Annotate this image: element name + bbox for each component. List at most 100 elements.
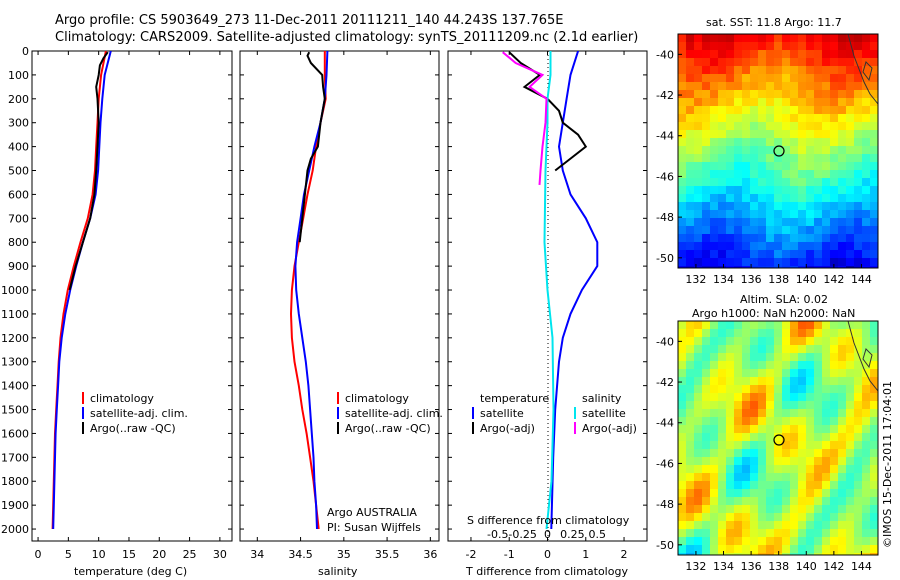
sla-map-cell (830, 321, 839, 330)
sst-map-cell (726, 250, 735, 259)
sla-map-cell (870, 353, 878, 362)
sst-map-cell (774, 154, 783, 163)
sla-map-cell (694, 513, 703, 522)
sst-map-cell (734, 170, 743, 179)
sst-map-cell (806, 186, 815, 195)
sst-map-cell (854, 154, 863, 163)
sst-map-cell (742, 122, 751, 131)
sla-map-cell (806, 481, 815, 490)
sst-map-cell (854, 178, 863, 187)
sst-map-cell (718, 34, 727, 43)
sst-map-cell (774, 34, 783, 43)
sla-map-cell (870, 521, 878, 530)
sla-map-cell (830, 393, 839, 402)
sst-map-cell (806, 34, 815, 43)
sla-map-cell (710, 377, 719, 386)
sla-map-cell (742, 417, 751, 426)
sst-map-cell (862, 146, 871, 155)
sla-map-cell (726, 457, 735, 466)
sla-map-cell (806, 377, 815, 386)
sst-map-cell (774, 42, 783, 51)
sst-map-cell (742, 210, 751, 219)
sla-map-cell (734, 497, 743, 506)
sst-map-coastline (847, 34, 878, 105)
sla-map-cell (846, 497, 855, 506)
sla-map-cell (686, 505, 695, 514)
sla-map-cell (862, 489, 871, 498)
sla-map-cell (822, 481, 831, 490)
sla-map-cell (750, 345, 759, 354)
sla-map-cell (702, 401, 711, 410)
sst-map-cell (686, 106, 695, 115)
sst-map-cell (686, 58, 695, 67)
sst-map-cell (758, 266, 767, 268)
sst-map-cell (710, 250, 719, 259)
sst-map-cell (694, 162, 703, 171)
sla-map-cell (766, 505, 775, 514)
sla-map-cell (870, 537, 878, 546)
sst-map-cell (846, 90, 855, 99)
sst-map-cell (838, 194, 847, 203)
sst-map-cell (750, 266, 759, 268)
sst-map-cell (678, 106, 687, 115)
sst-map-cell (750, 122, 759, 131)
sst-map-cell (742, 90, 751, 99)
sst-map-cell (694, 50, 703, 59)
sla-map-cell (678, 337, 687, 346)
sla-map-cell (822, 465, 831, 474)
temperature-legend: climatology satellite-adj. clim. Argo(..… (82, 392, 188, 435)
sla-map-cell (710, 417, 719, 426)
sla-map-cell (830, 465, 839, 474)
sst-map-cell (790, 194, 799, 203)
sla-map-cell (822, 457, 831, 466)
sst-map-cell (846, 178, 855, 187)
sst-map-cell (734, 98, 743, 107)
sst-map-cell (758, 186, 767, 195)
sst-map-cell (734, 218, 743, 227)
sst-map-cell (806, 90, 815, 99)
sla-map-cell (854, 513, 863, 522)
sst-map-cell (742, 202, 751, 211)
sst-map-cell (790, 226, 799, 235)
sla-map-cell (766, 473, 775, 482)
sst-map-cell (790, 170, 799, 179)
sst-map-cell (750, 146, 759, 155)
sla-map-cell (838, 473, 847, 482)
sst-map-cell (846, 138, 855, 147)
sla-map-cell (766, 553, 775, 555)
sst-map-cell (718, 90, 727, 99)
sla-map-cell (790, 385, 799, 394)
sla-map-cell (830, 473, 839, 482)
sst-map-cell (846, 50, 855, 59)
sst-map-cell (822, 138, 831, 147)
sla-map-cell (830, 361, 839, 370)
sst-map-cell (798, 82, 807, 91)
sst-map-cell (838, 170, 847, 179)
sla-map-cell (678, 369, 687, 378)
sla-map-cell (854, 457, 863, 466)
sst-map-cell (782, 210, 791, 219)
sla-map-cell (718, 337, 727, 346)
sla-map-cell (766, 401, 775, 410)
sla-map-cell (846, 433, 855, 442)
sst-map-cell (830, 122, 839, 131)
sla-map-cell (702, 449, 711, 458)
sla-map-cell (862, 377, 871, 386)
sla-map-cell (814, 505, 823, 514)
sst-map-cell (814, 50, 823, 59)
sla-map-cell (766, 417, 775, 426)
sla-map-cell (678, 329, 687, 338)
sla-map-cell (806, 433, 815, 442)
sst-map-cell (846, 130, 855, 139)
sla-map-cell (806, 361, 815, 370)
sla-map-cell (862, 481, 871, 490)
sla-map-cell (790, 529, 799, 538)
sst-map-cell (798, 226, 807, 235)
sst-map-cell (694, 138, 703, 147)
sla-map-cell (806, 537, 815, 546)
sla-map-cell (710, 369, 719, 378)
sst-map-cell (694, 266, 703, 268)
sla-map-cell (710, 505, 719, 514)
sst-map-cell (814, 210, 823, 219)
sst-map-cell (870, 154, 878, 163)
